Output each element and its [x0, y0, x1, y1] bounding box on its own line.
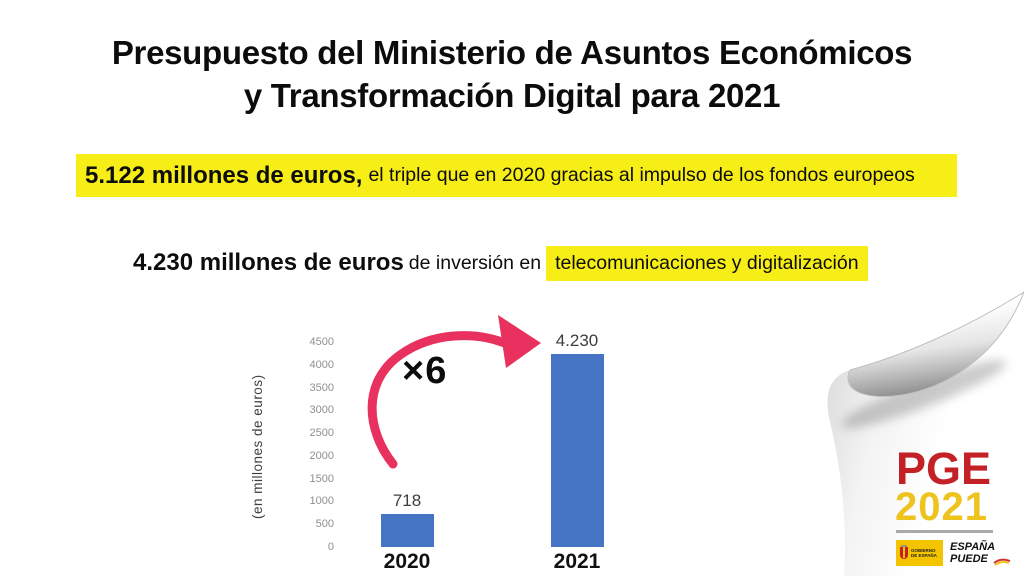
x-category-label: 2020 [383, 550, 431, 573]
y-tick-label: 500 [315, 518, 334, 531]
investment-mid-text: de inversión en [408, 251, 542, 274]
spain-flag-swoosh-icon [993, 558, 1011, 566]
slogan-line-2: PUEDE [950, 552, 988, 565]
page-title: Presupuesto del Ministerio de Asuntos Ec… [0, 31, 1024, 117]
slogan-line-1: ESPAÑA [950, 541, 996, 553]
growth-arrow-icon [367, 315, 541, 469]
gobierno-badge-text: GOBIERNO DE ESPAÑA [911, 548, 937, 558]
y-tick-label: 4500 [309, 336, 334, 348]
coat-of-arms-icon [900, 545, 908, 559]
headline-bold-text: 5.122 millones de euros, [85, 161, 363, 189]
y-tick-label: 2500 [309, 427, 334, 440]
y-axis-ticks: 0 500 1000 1500 2000 2500 3000 3500 4000 4500 [292, 0, 334, 576]
investment-line: 4.230 millones de euros de inversión en … [133, 244, 868, 282]
y-tick-label: 3500 [309, 381, 334, 394]
y-tick-label: 3000 [309, 404, 334, 417]
headline-highlight: 5.122 millones de euros, el triple que e… [76, 154, 957, 197]
investment-amount-text: 4.230 millones de euros [133, 249, 404, 276]
logo-badges: GOBIERNO DE ESPAÑA ESPAÑA PUEDE [893, 540, 1018, 566]
bar-2020 [380, 514, 434, 547]
bar-value-label: 4.230 [555, 331, 599, 351]
pge-logo-year: 2021 [895, 485, 988, 529]
gobierno-de-espana-badge: GOBIERNO DE ESPAÑA [896, 540, 943, 566]
y-tick-label: 1500 [309, 472, 334, 485]
pge-2021-logo: PGE 2021 GOBIERNO DE ESPAÑA ESPAÑA PUEDE [893, 443, 1018, 566]
multiplier-annotation: ×6 [402, 350, 448, 392]
logo-divider [896, 530, 993, 533]
x-category-label: 2021 [553, 550, 601, 573]
pge-logo-text: PGE [896, 443, 992, 494]
y-tick-label: 1000 [309, 495, 334, 508]
y-axis-label: (en millones de euros) [250, 374, 265, 519]
title-line-2: y Transformación Digital para 2021 [243, 77, 781, 114]
bar-value-label: 718 [392, 491, 422, 511]
y-tick-label: 0 [327, 541, 334, 553]
title-line-1: Presupuesto del Ministerio de Asuntos Ec… [111, 34, 913, 71]
y-tick-label: 4000 [309, 358, 334, 371]
page-curl-decoration [827, 291, 1024, 576]
y-tick-label: 2000 [309, 449, 334, 462]
bar-2021 [550, 354, 604, 547]
headline-rest-text: el triple que en 2020 gracias al impulso… [368, 164, 915, 186]
espana-puede-slogan: ESPAÑA PUEDE [950, 540, 1011, 566]
investment-highlight-text: telecomunicaciones y digitalización [546, 245, 868, 281]
